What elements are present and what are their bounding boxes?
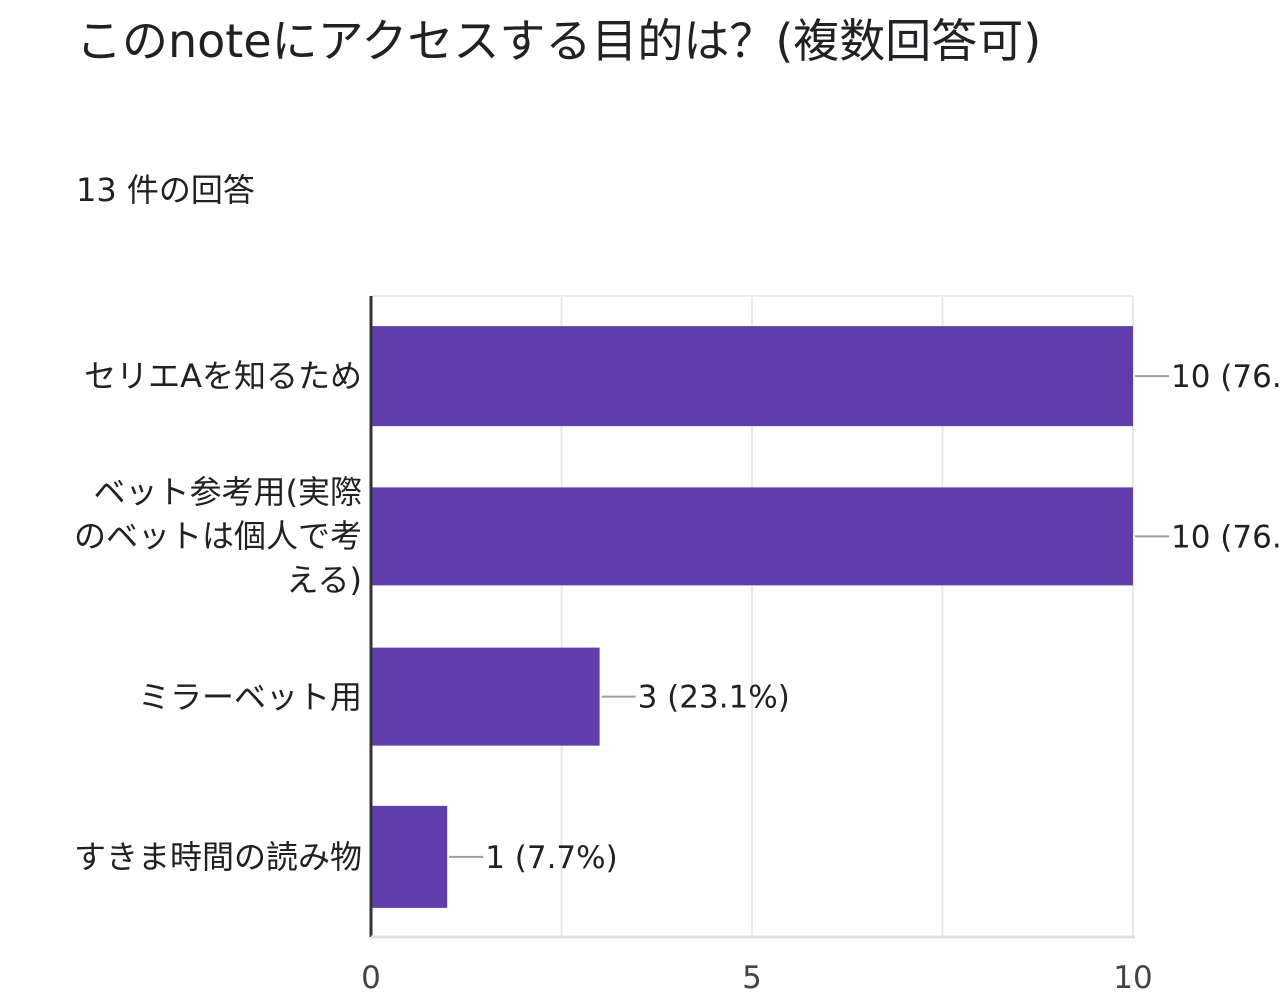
bar <box>371 647 600 746</box>
category-label: すきま時間の読み物 <box>73 837 362 876</box>
category-label: ミラーベット用 <box>137 677 362 716</box>
category-label: セリエAを知るため <box>84 357 362 396</box>
category-label: ベット参考用(実際のベットは個人で考える) <box>73 473 362 600</box>
x-tick-label: 10 <box>1113 960 1152 996</box>
response-count: 13 件の回答 <box>76 171 255 209</box>
x-tick-label: 0 <box>361 960 381 996</box>
bar <box>371 805 448 908</box>
data-label: 10 (76.9%) <box>1171 519 1280 555</box>
data-label: 1 (7.7%) <box>485 840 618 876</box>
bar <box>371 487 1133 586</box>
x-tick-label: 5 <box>742 960 762 996</box>
data-label: 10 (76.9%) <box>1171 359 1280 395</box>
data-label: 3 (23.1%) <box>638 680 790 716</box>
chart-title: このnoteにアクセスする目的は？(複数回答可) <box>76 14 1042 68</box>
bar <box>371 326 1133 427</box>
